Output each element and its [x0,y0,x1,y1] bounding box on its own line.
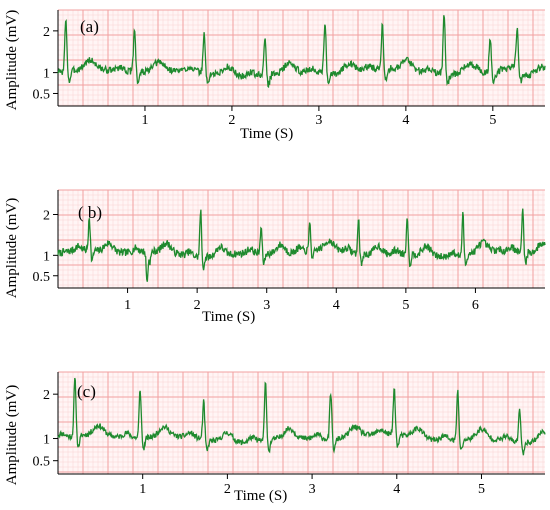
ecg-trace [57,15,546,89]
y-axis-label: Amplitude (mV) [4,385,20,485]
x-tick-label: 5 [478,482,485,497]
ecg-panel-2: 1 2 3 4 5 6 0.5 1 2 ( b) Amplitude (mV) Time (S) [4,189,546,325]
y-tick-label: 0.5 [33,87,51,102]
x-tick-label: 1 [141,113,148,128]
y-tick-label: 0.5 [33,270,51,285]
y-tick-label: 0.5 [33,455,51,470]
plot-area [58,190,545,288]
x-tick-label: 3 [263,298,270,313]
x-tick-label: 4 [402,113,409,128]
grid [57,9,545,106]
y-tick-label: 2 [43,388,50,403]
ecg-panel-3: 1 2 3 4 5 0.5 1 2 (c) Amplitude (mV) Time (S) [4,371,546,504]
x-axis-label: Time (S) [240,126,293,142]
ecg-trace [57,377,546,456]
x-tick-label: 4 [333,298,340,313]
x-tick-label: 1 [124,298,131,313]
x-axis-label: Time (S) [202,309,255,325]
panel-title: (a) [80,17,99,36]
y-tick-label: 1 [43,67,50,82]
ecg-panel-1: 1 2 3 4 5 0.5 1 2 (a) Amplitude (mV) Time (S) [4,9,546,142]
plot-area [58,10,545,106]
x-tick-label: 2 [228,113,235,128]
y-axis-label: Amplitude (mV) [4,10,20,110]
x-axis-label: Time (S) [234,488,287,504]
x-tick-label: 2 [224,482,231,497]
x-tick-label: 3 [309,482,316,497]
x-tick-label: 2 [194,298,201,313]
y-tick-label: 2 [43,209,50,224]
grid [57,189,545,288]
plot-area [58,372,545,474]
x-tick-label: 1 [139,482,146,497]
panel-title: ( b) [78,203,102,222]
ecg-trace [57,208,546,282]
x-tick-label: 6 [472,298,479,313]
panel-title: (c) [77,382,96,401]
x-tick-label: 5 [402,298,409,313]
y-tick-label: 1 [43,433,50,448]
x-tick-label: 4 [393,482,400,497]
y-tick-label: 2 [43,25,50,40]
y-tick-label: 1 [43,249,50,264]
x-tick-label: 5 [489,113,496,128]
y-axis-label: Amplitude (mV) [4,198,20,298]
x-tick-label: 3 [315,113,322,128]
